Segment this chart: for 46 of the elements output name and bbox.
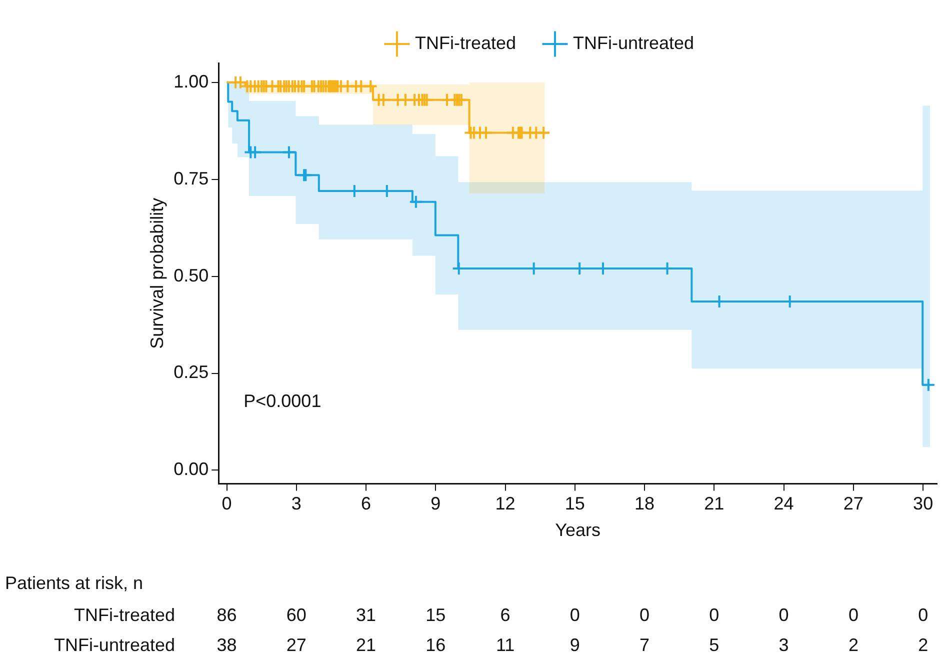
x-tick-label: 3	[291, 494, 302, 514]
x-tick-label: 0	[222, 494, 232, 514]
text: 5	[709, 634, 720, 655]
text: 31	[356, 604, 376, 625]
y-tick-label: 0.25	[174, 362, 209, 382]
text: 7	[640, 634, 650, 655]
text: 86	[216, 604, 237, 625]
x-tick-label: 27	[843, 494, 864, 514]
text: 27	[286, 634, 306, 655]
x-tick-label: 6	[361, 494, 372, 514]
text: 9	[570, 634, 580, 655]
text: TNFi-untreated	[54, 634, 175, 655]
x-tick-label: 9	[430, 494, 441, 514]
text: 15	[426, 604, 446, 625]
text: 38	[216, 634, 237, 655]
y-tick-label: 0.00	[174, 459, 209, 480]
text: Patients at risk, n	[5, 572, 144, 593]
x-tick-label: 30	[913, 494, 934, 514]
legend-label: TNFi-untreated	[572, 32, 694, 53]
x-axis-title: Years	[555, 520, 601, 540]
legend-label: TNFi-treated	[414, 32, 516, 53]
y-tick-label: 0.75	[174, 168, 209, 188]
text: TNFi-treated	[74, 604, 175, 625]
x-tick-label: 21	[704, 494, 724, 514]
x-tick-label: 18	[634, 494, 655, 514]
text: 21	[356, 634, 376, 655]
text: 0	[640, 604, 650, 625]
y-tick-label: 0.50	[174, 265, 209, 286]
x-tick-label: 15	[564, 494, 585, 514]
text: 2	[848, 634, 858, 655]
annotation: P<0.0001	[244, 390, 322, 411]
text: 0	[918, 604, 928, 625]
text: 11	[496, 634, 515, 655]
y-tick-label: 1.00	[174, 71, 209, 92]
x-tick-label: 12	[495, 494, 516, 514]
text: 0	[709, 604, 720, 625]
text: 0	[570, 604, 580, 625]
text: 0	[778, 604, 789, 625]
text: 16	[426, 634, 446, 655]
text: 3	[778, 634, 789, 655]
text: 60	[286, 604, 306, 625]
text: 6	[500, 604, 510, 625]
x-tick-label: 24	[774, 494, 794, 514]
y-axis-title: Survival probability	[146, 198, 167, 349]
text: 0	[848, 604, 858, 625]
text: 2	[918, 634, 928, 655]
